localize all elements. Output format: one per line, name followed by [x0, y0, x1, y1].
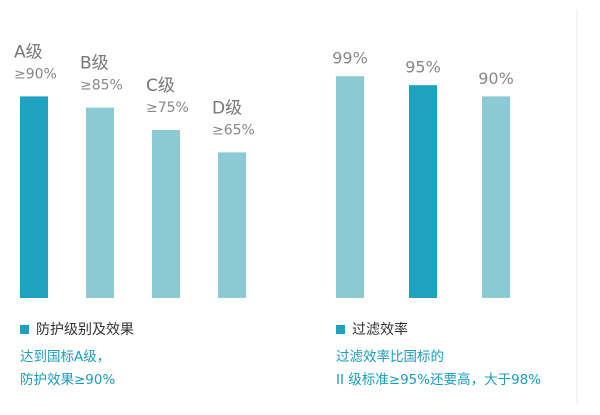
annotation: 达到国标A级，	[20, 349, 110, 365]
category-label: A级	[14, 42, 43, 62]
value-label: 99%	[332, 49, 368, 68]
bar	[86, 107, 114, 298]
value-label: 90%	[478, 69, 514, 88]
value-label: ≥85%	[80, 78, 123, 94]
bar	[482, 96, 510, 299]
legend-label: 防护级别及效果	[36, 322, 134, 338]
value-label: ≥90%	[14, 66, 57, 82]
value-label: ≥75%	[146, 100, 189, 116]
legend-label: 过滤效率	[352, 321, 408, 338]
bar	[336, 76, 364, 299]
bar	[218, 152, 246, 298]
category-label: C级	[146, 76, 175, 96]
annotation: 过滤效率比国标的	[336, 348, 444, 365]
value-label: ≥65%	[212, 122, 255, 138]
category-label: B级	[80, 54, 109, 74]
category-label: D级	[212, 98, 242, 118]
legend-marker	[20, 325, 29, 334]
bar	[152, 130, 180, 298]
annotation: II 级标准≥95%还要高，大于98%	[336, 371, 541, 388]
legend-marker	[336, 325, 345, 334]
value-label: 95%	[405, 58, 441, 77]
annotation: 防护效果≥90%	[20, 372, 115, 388]
bar	[409, 85, 437, 298]
bar	[20, 96, 48, 299]
